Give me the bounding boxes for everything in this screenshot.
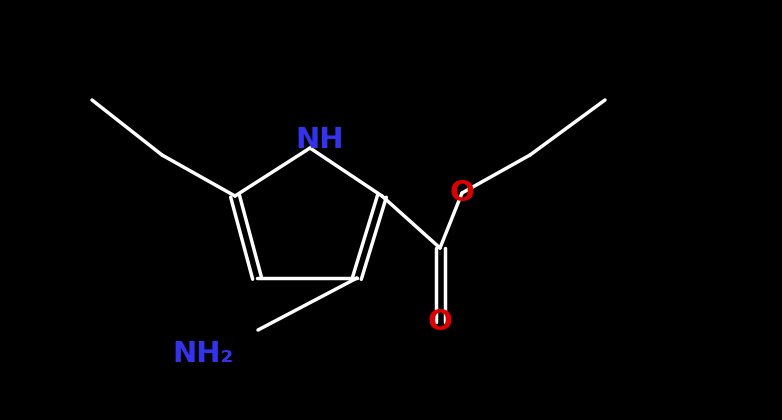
Text: O: O	[450, 179, 475, 207]
Text: NH₂: NH₂	[172, 340, 234, 368]
Text: NH: NH	[296, 126, 344, 154]
Text: O: O	[428, 308, 453, 336]
